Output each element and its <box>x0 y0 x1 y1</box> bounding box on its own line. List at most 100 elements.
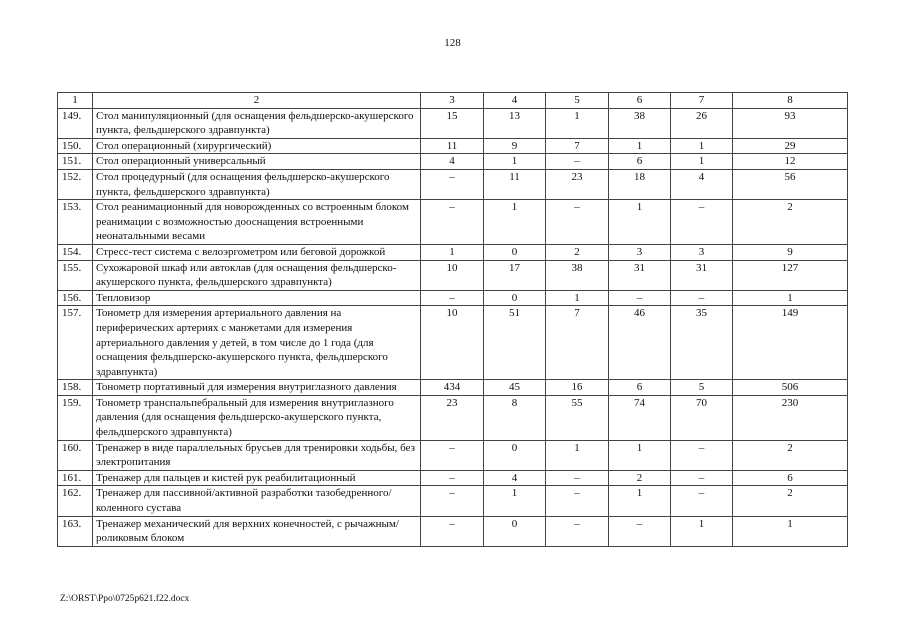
table-row: 163. Тренажер механический для верхних ко… <box>57 515 848 547</box>
count-cell: – <box>420 515 484 547</box>
count-cell: 4 <box>483 469 546 487</box>
table-row: 156. Тепловизор –0 1– –1 <box>57 289 848 307</box>
row-number: 156. <box>57 289 93 307</box>
count-cell: 31 <box>608 259 671 291</box>
count-cell: 3 <box>670 243 733 261</box>
count-cell: – <box>670 439 733 471</box>
count-cell: – <box>545 199 609 245</box>
item-name: Стол манипуляционный (для оснащения фель… <box>92 107 421 139</box>
count-cell: 7 <box>545 305 609 381</box>
table-row: 153. Стол реанимационный для новорожденны… <box>57 199 848 245</box>
count-cell: 1 <box>732 289 848 307</box>
table-row: 157. Тонометр для измерения артериального… <box>57 305 848 381</box>
count-cell: – <box>420 469 484 487</box>
row-number: 149. <box>57 107 93 139</box>
table-row: 159. Тонометр транспальпебральный для изм… <box>57 394 848 441</box>
item-name: Тонометр портативный для измерения внутр… <box>92 379 421 396</box>
count-cell: 0 <box>483 439 546 471</box>
count-cell: 1 <box>732 515 848 547</box>
item-name: Тренажер для пальцев и кистей рук реабил… <box>92 469 421 487</box>
table-row: 155. Сухожаровой шкаф или автоклав (для о… <box>57 259 848 291</box>
column-header: 4 <box>483 92 546 109</box>
column-header: 2 <box>92 92 421 109</box>
count-cell: 9 <box>483 137 546 155</box>
table-row: 162. Тренажер для пассивной/активной разр… <box>57 485 848 517</box>
row-number: 163. <box>57 515 93 547</box>
count-cell: 45 <box>483 379 546 396</box>
count-cell: 74 <box>608 394 671 441</box>
count-cell: – <box>420 199 484 245</box>
count-cell: 6 <box>608 379 671 396</box>
row-number: 158. <box>57 379 93 396</box>
count-cell: 434 <box>420 379 484 396</box>
table-row: 161. Тренажер для пальцев и кистей рук ре… <box>57 469 848 487</box>
item-name: Стол реанимационный для новорожденных со… <box>92 199 421 245</box>
count-cell: – <box>670 199 733 245</box>
row-number: 152. <box>57 168 93 201</box>
count-cell: 1 <box>420 243 484 261</box>
count-cell: – <box>670 469 733 487</box>
table-row: 152. Стол процедурный (для оснащения фель… <box>57 168 848 201</box>
item-name: Тонометр транспальпебральный для измерен… <box>92 394 421 441</box>
item-name: Стол процедурный (для оснащения фельдшер… <box>92 168 421 201</box>
count-cell: 16 <box>545 379 609 396</box>
count-cell: 10 <box>420 259 484 291</box>
page-number: 128 <box>444 37 461 49</box>
table-row: 160. Тренажер в виде параллельных брусьев… <box>57 439 848 471</box>
table-row: 149. Стол манипуляционный (для оснащения … <box>57 107 848 139</box>
count-cell: 1 <box>608 199 671 245</box>
count-cell: 51 <box>483 305 546 381</box>
count-cell: 0 <box>483 243 546 261</box>
count-cell: 230 <box>732 394 848 441</box>
count-cell: 1 <box>608 439 671 471</box>
count-cell: 6 <box>732 469 848 487</box>
table-row: 150. Стол операционный (хирургический) 11 9… <box>57 137 848 155</box>
count-cell: 10 <box>420 305 484 381</box>
count-cell: 8 <box>483 394 546 441</box>
row-number: 162. <box>57 485 93 517</box>
item-name: Сухожаровой шкаф или автоклав (для оснащ… <box>92 259 421 291</box>
count-cell: 93 <box>732 107 848 139</box>
count-cell: 1 <box>545 289 609 307</box>
count-cell: 1 <box>545 107 609 139</box>
item-name: Стол операционный универсальный <box>92 153 421 170</box>
row-number: 154. <box>57 243 93 261</box>
count-cell: 9 <box>732 243 848 261</box>
count-cell: 13 <box>483 107 546 139</box>
count-cell: 5 <box>670 379 733 396</box>
count-cell: 31 <box>670 259 733 291</box>
column-header: 5 <box>545 92 609 109</box>
count-cell: 23 <box>420 394 484 441</box>
count-cell: – <box>608 289 671 307</box>
count-cell: 6 <box>608 153 671 170</box>
count-cell: 4 <box>670 168 733 201</box>
row-number: 161. <box>57 469 93 487</box>
count-cell: 46 <box>608 305 671 381</box>
count-cell: 12 <box>732 153 848 170</box>
count-cell: 1 <box>545 439 609 471</box>
count-cell: 2 <box>545 243 609 261</box>
count-cell: – <box>545 153 609 170</box>
count-cell: 2 <box>732 199 848 245</box>
count-cell: 18 <box>608 168 671 201</box>
row-number: 151. <box>57 153 93 170</box>
row-number: 155. <box>57 259 93 291</box>
count-cell: 11 <box>483 168 546 201</box>
row-number: 157. <box>57 305 93 381</box>
count-cell: 38 <box>608 107 671 139</box>
item-name: Тепловизор <box>92 289 421 307</box>
count-cell: – <box>420 289 484 307</box>
count-cell: 17 <box>483 259 546 291</box>
count-cell: – <box>608 515 671 547</box>
count-cell: 2 <box>608 469 671 487</box>
count-cell: 0 <box>483 515 546 547</box>
count-cell: 506 <box>732 379 848 396</box>
count-cell: – <box>670 289 733 307</box>
count-cell: – <box>420 485 484 517</box>
count-cell: – <box>670 485 733 517</box>
count-cell: 1 <box>670 137 733 155</box>
count-cell: 127 <box>732 259 848 291</box>
count-cell: 1 <box>670 515 733 547</box>
